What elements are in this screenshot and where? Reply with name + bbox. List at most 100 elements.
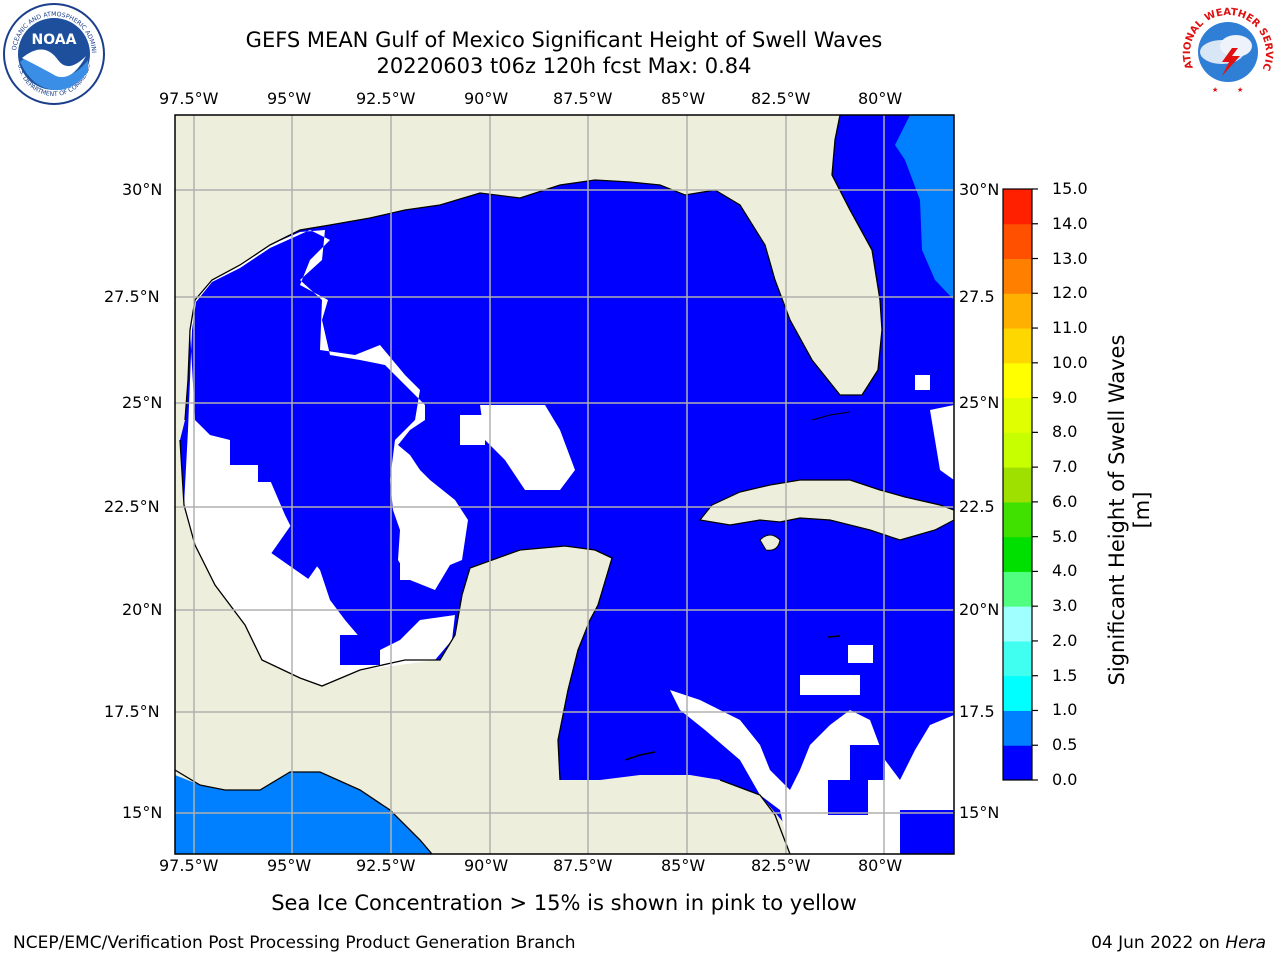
lon-tick-top: 95°W	[267, 89, 312, 108]
lat-tick-left: 25°N	[122, 393, 163, 412]
noaa-logo: NATIONAL OCEANIC AND ATMOSPHERIC ADMINIS…	[0, 0, 106, 110]
colorbar-band	[1003, 675, 1032, 711]
lon-tick-top: 82.5°W	[751, 89, 811, 108]
lat-tick-right: 30°N	[959, 180, 1000, 199]
colorbar-tick-label: 0.5	[1052, 735, 1078, 755]
colorbar-tick-label: 15.0	[1052, 179, 1088, 198]
lon-tick-bottom: 87.5°W	[553, 856, 613, 875]
svg-text:★: ★	[1237, 86, 1243, 94]
colorbar-tick-label: 0.0	[1052, 770, 1078, 789]
sea-ice-caption: Sea Ice Concentration > 15% is shown in …	[271, 891, 857, 915]
colorbar-band	[1003, 223, 1032, 260]
footer-date: 04 Jun 2022 on Hera	[1091, 933, 1266, 953]
lon-tick-top: 97.5°W	[159, 89, 219, 108]
map-frame	[174, 114, 955, 855]
svg-text:★: ★	[1212, 86, 1218, 94]
swell-patch	[828, 780, 868, 815]
cuba-land	[698, 479, 954, 541]
colorbar-band	[1003, 571, 1032, 607]
lat-tick-left: 20°N	[122, 600, 163, 619]
lon-tick-top: 85°W	[661, 89, 706, 108]
lon-tick-bottom: 90°W	[464, 856, 509, 875]
colorbar-band	[1003, 328, 1032, 364]
lon-tick-bottom: 95°W	[267, 856, 312, 875]
lon-tick-top: 87.5°W	[553, 89, 613, 108]
map-grid	[175, 115, 954, 854]
colorbar-tick-label: 3.0	[1052, 596, 1078, 616]
colorbar-tick-label: 1.5	[1052, 665, 1078, 685]
colorbar-tick-label: 5.0	[1052, 526, 1078, 546]
colorbar-tick-label: 8.0	[1052, 422, 1078, 442]
coastline	[184, 115, 883, 421]
colorbar-tick-label: 11.0	[1052, 318, 1088, 338]
svg-text:NOAA: NOAA	[32, 32, 77, 48]
swell-patch	[340, 635, 380, 665]
colorbar-band	[1003, 397, 1032, 433]
colorbar-tick-label: 7.0	[1052, 457, 1078, 477]
colorbar-band	[1003, 745, 1032, 781]
colorbar-band	[1003, 258, 1032, 294]
lat-tick-right: 20°N	[959, 600, 1000, 619]
lon-tick-bottom: 82.5°W	[751, 856, 811, 875]
lat-tick-left: 27.5°N	[104, 287, 160, 306]
coastline	[827, 635, 841, 638]
no-data-west	[184, 230, 468, 686]
lon-tick-bottom: 80°W	[858, 856, 903, 875]
chart-subtitle: 20220603 t06z 120h fcst Max: 0.84	[376, 54, 752, 78]
lat-tick-right: 22.5	[959, 497, 995, 516]
no-data-patch	[800, 675, 860, 695]
colorbar-band	[1003, 293, 1032, 329]
lat-tick-left: 30°N	[122, 180, 163, 199]
colorbar-band	[1003, 432, 1032, 468]
lon-tick-top: 90°W	[464, 89, 509, 108]
no-data-patch	[460, 415, 485, 445]
colorbar	[1003, 188, 1038, 781]
colorbar-tick-label: 12.0	[1052, 283, 1088, 303]
footer-credit: NCEP/EMC/Verification Post Processing Pr…	[13, 933, 576, 953]
lon-tick-bottom: 97.5°W	[159, 856, 219, 875]
colorbar-band	[1003, 710, 1032, 746]
colorbar-tick-label: 4.0	[1052, 561, 1078, 581]
swell-patch	[271, 503, 343, 579]
no-data-patch	[915, 375, 930, 390]
coastline	[175, 769, 433, 854]
lat-tick-left: 15°N	[122, 803, 163, 822]
colorbar-tick-label: 10.0	[1052, 352, 1088, 372]
colorbar-frame	[1002, 188, 1033, 781]
colorbar-tick-label: 14.0	[1052, 213, 1088, 233]
colorbar-tick-label: 1.0	[1052, 700, 1078, 720]
colorbar-tick-label: 2.0	[1052, 630, 1078, 650]
colorbar-band	[1003, 362, 1032, 399]
chart-title: GEFS MEAN Gulf of Mexico Significant Hei…	[245, 28, 883, 52]
colorbar-band	[1003, 501, 1032, 538]
no-data-patch	[848, 645, 873, 663]
footer-host: Hera	[1225, 933, 1266, 953]
lon-tick-bottom: 92.5°W	[356, 856, 416, 875]
lat-tick-right: 25°N	[959, 393, 1000, 412]
swell-patch	[230, 440, 260, 465]
colorbar-band	[1003, 189, 1032, 225]
lat-tick-left: 17.5°N	[104, 702, 160, 721]
coastline	[624, 751, 656, 761]
lon-tick-top: 80°W	[858, 89, 903, 108]
footer-date-text: 04 Jun 2022 on	[1091, 933, 1226, 953]
coastline	[811, 411, 851, 421]
swell-patch	[850, 745, 885, 780]
colorbar-band	[1003, 467, 1032, 503]
swell-patch	[258, 460, 283, 482]
no-data-central	[480, 405, 575, 490]
colorbar-band	[1003, 606, 1032, 642]
lon-tick-bottom: 85°W	[661, 856, 706, 875]
no-data-patch	[400, 560, 440, 580]
colorbar-tick-label: 6.0	[1052, 491, 1078, 511]
lat-tick-right: 15°N	[959, 803, 1000, 822]
lat-tick-right: 27.5	[959, 287, 995, 306]
colorbar-label: Significant Height of Swell Waves [m]	[1105, 334, 1154, 686]
coastline	[719, 779, 791, 854]
colorbar-tick-label: 13.0	[1052, 248, 1088, 268]
colorbar-band	[1003, 536, 1032, 572]
no-data-bahamas	[930, 405, 954, 480]
colorbar-tick-label: 9.0	[1052, 387, 1078, 407]
nws-logo: NATIONAL WEATHER SERVICE ★ ★	[1172, 0, 1280, 108]
